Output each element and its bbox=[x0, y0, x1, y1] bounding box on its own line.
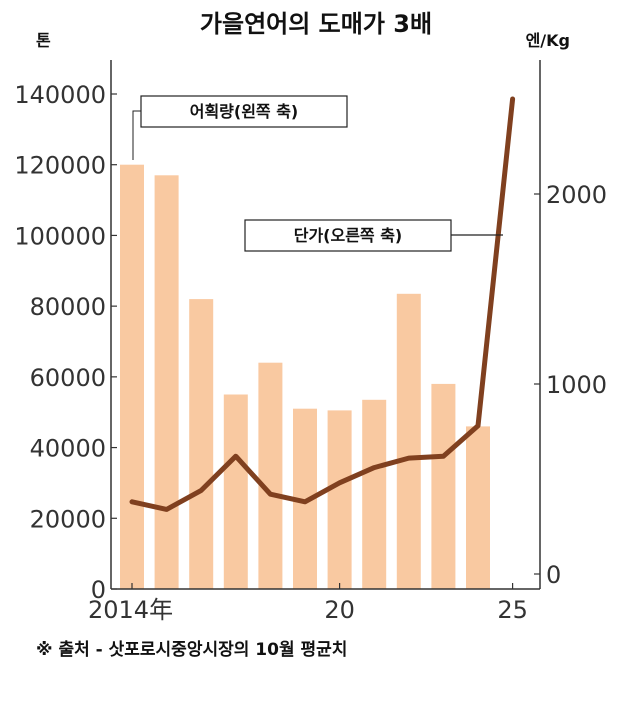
left-tick-label: 140000 bbox=[14, 81, 106, 109]
x-tick-label: 2014年 bbox=[88, 596, 173, 624]
annotation-line-label: 단가(오른쪽 축) bbox=[294, 226, 403, 245]
source-note: ※ 출처 - 삿포로시중앙시장의 10월 평균치 bbox=[36, 640, 347, 660]
x-tick-label: 25 bbox=[497, 596, 528, 624]
annotation-line-series: 단가(오른쪽 축) bbox=[244, 219, 503, 252]
bar-2024 bbox=[466, 426, 490, 589]
left-tick-label: 40000 bbox=[30, 435, 106, 463]
annotation-bar-leader bbox=[132, 110, 141, 160]
annotation-bar-label: 어획량(왼쪽 축) bbox=[190, 102, 299, 121]
left-tick-label: 0 bbox=[91, 576, 106, 604]
left-tick-label: 20000 bbox=[30, 505, 106, 533]
right-axis-unit: 엔/Kg bbox=[526, 31, 570, 50]
bar-2023 bbox=[431, 383, 456, 589]
bar-2020 bbox=[327, 410, 352, 589]
x-tick-label: 20 bbox=[324, 596, 355, 624]
line-series bbox=[129, 96, 516, 512]
bar-2022 bbox=[396, 293, 421, 589]
bar-2018 bbox=[258, 362, 283, 589]
annotation-bar-box bbox=[140, 95, 348, 128]
bar-2021 bbox=[362, 399, 387, 589]
left-tick-label: 60000 bbox=[30, 364, 106, 392]
bar-2017 bbox=[223, 394, 248, 589]
annotation-line-box bbox=[244, 219, 452, 252]
left-tick-label: 80000 bbox=[30, 293, 106, 321]
axes: 0 20000 40000 60000 80000 100000 120000 140000 0… bbox=[14, 60, 607, 624]
left-tick-label: 100000 bbox=[14, 222, 106, 250]
left-tick-label: 120000 bbox=[14, 152, 106, 180]
right-tick-label: 2000 bbox=[546, 181, 607, 209]
annotation-bar-series: 어획량(왼쪽 축) bbox=[132, 95, 348, 160]
right-tick-label: 1000 bbox=[546, 371, 607, 399]
left-axis-unit: 톤 bbox=[36, 31, 51, 50]
right-tick-label: 0 bbox=[546, 561, 561, 589]
price-line bbox=[129, 96, 516, 512]
bar-2016 bbox=[189, 299, 214, 589]
chart-title: 가을연어의 도매가 3배 bbox=[200, 10, 432, 38]
bar-2014 bbox=[120, 164, 144, 589]
bar-2015 bbox=[154, 175, 179, 590]
